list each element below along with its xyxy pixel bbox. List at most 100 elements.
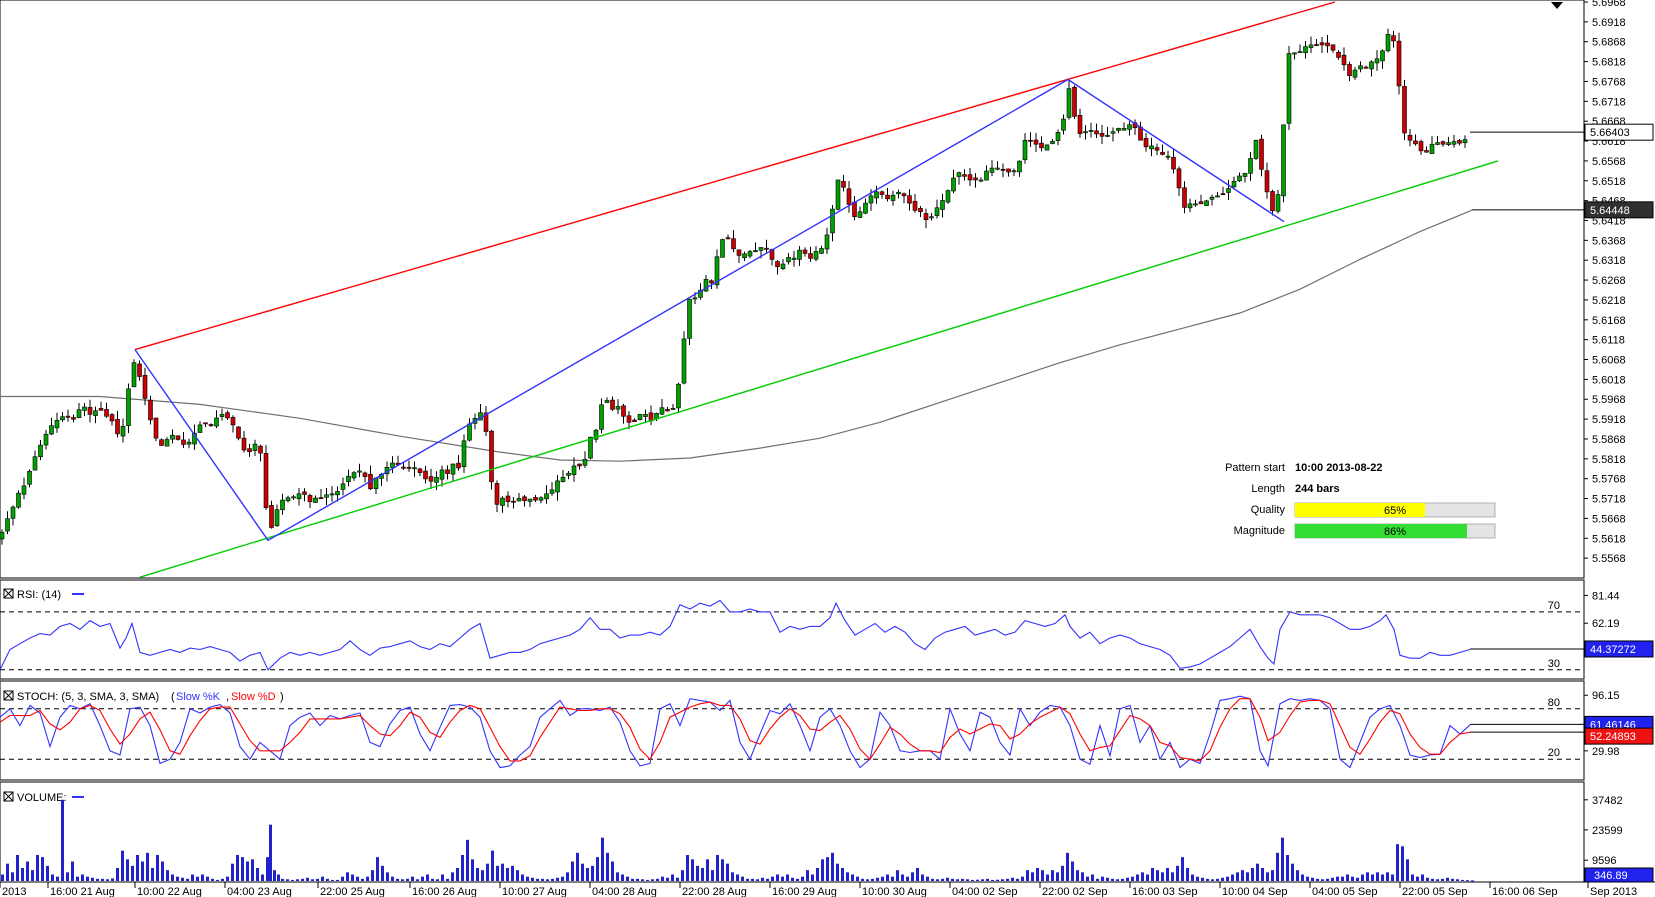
candle-body xyxy=(1006,168,1011,173)
candle-body xyxy=(71,417,76,420)
volume-bar xyxy=(646,879,649,881)
candle-body xyxy=(489,430,494,483)
candle-body xyxy=(307,495,313,503)
volume-bar xyxy=(851,874,854,881)
rsi-line xyxy=(0,599,1471,671)
x-tick-label: 10:00 04 Sep xyxy=(1222,886,1287,897)
volume-bar xyxy=(641,879,644,881)
volume-bar xyxy=(506,868,509,881)
volume-bar xyxy=(1126,877,1129,881)
candle-body xyxy=(846,188,852,205)
candle-body xyxy=(483,412,489,432)
volume-bar xyxy=(1396,844,1399,881)
candle-body xyxy=(219,414,225,417)
candle-body xyxy=(60,416,65,421)
price-y-tick-label: 5.6868 xyxy=(1592,37,1626,49)
volume-bar xyxy=(166,870,169,881)
volume-bar xyxy=(766,878,769,881)
rsi-content: 70 30 81.44 62.19 44.37272 xyxy=(0,590,1654,671)
candle-body xyxy=(401,466,406,469)
candle-body xyxy=(1072,86,1077,117)
volume-bar xyxy=(361,878,364,881)
volume-bar xyxy=(676,877,679,881)
volume-bar xyxy=(406,878,409,881)
volume-bar xyxy=(351,874,354,881)
candle-body xyxy=(940,200,945,210)
candle-body xyxy=(186,441,192,445)
candle-body xyxy=(1457,140,1462,144)
stochastic-paren-close: ) xyxy=(280,691,284,703)
candle-body xyxy=(263,453,269,508)
volume-bar xyxy=(236,855,239,881)
candle-body xyxy=(340,483,346,490)
candle-body xyxy=(1396,40,1402,87)
volume-bar xyxy=(1191,874,1194,881)
sma-value-box xyxy=(1584,201,1654,219)
price-y-tick-label: 5.6518 xyxy=(1592,176,1626,188)
volume-bar xyxy=(906,876,909,881)
rsi-toggle-icon[interactable] xyxy=(3,588,14,599)
magnitude-percent: 86% xyxy=(1384,526,1406,538)
volume-bar xyxy=(376,857,379,881)
candle-body xyxy=(461,440,467,468)
candle-body xyxy=(1446,142,1451,145)
candle-body xyxy=(577,463,582,467)
candle-body xyxy=(1286,53,1292,124)
candle-body xyxy=(329,493,335,496)
volume-bar xyxy=(1151,868,1154,881)
candle-body xyxy=(230,417,236,426)
candle-body xyxy=(159,439,164,446)
volume-bar xyxy=(101,878,104,881)
volume-bar xyxy=(336,879,339,881)
volume-bar xyxy=(726,863,729,881)
volume-bar xyxy=(246,861,249,881)
volume-bar xyxy=(876,877,879,881)
rsi-panel: RSI: (14) 70 30 81.44 62.19 44.37272 xyxy=(0,579,1654,680)
volume-bar xyxy=(1141,872,1144,881)
x-tick-label: 04:00 02 Sep xyxy=(952,886,1017,897)
volume-bar xyxy=(1231,874,1234,881)
volume-content: 37482 23599 9596 346.89 xyxy=(1,795,1654,883)
candle-body xyxy=(527,498,533,502)
candle-body xyxy=(1435,142,1440,145)
volume-bar xyxy=(1026,870,1029,881)
stochastic-toggle-icon[interactable] xyxy=(3,690,14,701)
volume-bar xyxy=(921,874,924,881)
volume-toggle-icon[interactable] xyxy=(3,791,14,802)
volume-bar xyxy=(661,876,664,881)
volume-bar xyxy=(1266,872,1269,881)
candle-body xyxy=(1303,46,1308,54)
volume-bar xyxy=(1456,879,1459,881)
volume-bar xyxy=(881,876,884,881)
volume-bar xyxy=(446,878,449,881)
candle-body xyxy=(544,493,549,500)
volume-bar xyxy=(811,874,814,881)
candle-body xyxy=(104,409,109,417)
candle-body xyxy=(148,399,153,421)
candle-body xyxy=(604,400,610,403)
volume-bar xyxy=(481,870,484,881)
candle-body xyxy=(450,463,456,475)
volume-bar xyxy=(131,865,134,881)
x-tick-label: 16:00 21 Aug xyxy=(50,886,115,897)
volume-bar xyxy=(1421,874,1424,881)
candle-body xyxy=(863,202,868,214)
candle-body xyxy=(934,207,940,216)
volume-bar xyxy=(326,878,329,881)
candle-body xyxy=(1033,139,1039,145)
volume-bar xyxy=(706,859,709,881)
candle-body xyxy=(181,439,186,445)
volume-bar xyxy=(631,878,634,881)
candle-body xyxy=(1407,135,1413,141)
volume-bar xyxy=(1196,876,1199,881)
candle-body xyxy=(731,238,736,250)
volume-bar xyxy=(1401,846,1404,881)
stochastic-slow-k-line xyxy=(0,695,1471,769)
candle-body xyxy=(1143,137,1149,148)
candle-body xyxy=(346,475,351,482)
candle-body xyxy=(918,208,923,213)
candle-body xyxy=(1330,44,1336,51)
candle-body xyxy=(1110,131,1116,134)
candle-body xyxy=(1204,200,1209,206)
candle-body xyxy=(1176,168,1182,189)
